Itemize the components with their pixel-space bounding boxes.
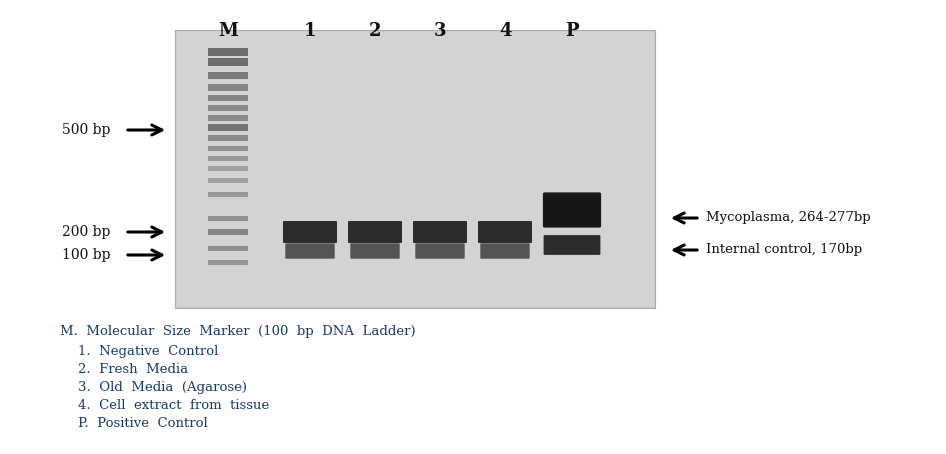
FancyBboxPatch shape [283,221,337,243]
Bar [177,32,653,306]
Bar [208,84,248,90]
Text: 1: 1 [304,22,316,40]
Text: 500 bp: 500 bp [61,123,110,137]
Bar [208,260,248,265]
Text: 100 bp: 100 bp [61,248,110,262]
FancyBboxPatch shape [478,221,532,243]
Text: 2: 2 [369,22,381,40]
Bar [208,105,248,111]
Text: Internal control, 170bp: Internal control, 170bp [706,243,862,257]
Bar [208,192,248,197]
FancyBboxPatch shape [481,243,530,259]
FancyBboxPatch shape [544,235,601,255]
Bar [208,123,248,130]
Bar [208,178,248,183]
Text: 4.  Cell  extract  from  tissue: 4. Cell extract from tissue [78,399,270,412]
Bar [208,95,248,101]
Text: 2.  Fresh  Media: 2. Fresh Media [78,363,188,376]
Text: M.  Molecular  Size  Marker  (100  bp  DNA  Ladder): M. Molecular Size Marker (100 bp DNA Lad… [60,325,415,338]
Bar [208,48,248,56]
Bar [208,58,248,66]
FancyBboxPatch shape [543,192,601,227]
FancyBboxPatch shape [350,243,400,259]
Bar [208,145,248,150]
Text: 4: 4 [499,22,511,40]
Text: M: M [218,22,238,40]
Bar [208,166,248,171]
Text: 3.  Old  Media  (Agarose): 3. Old Media (Agarose) [78,381,247,394]
Text: P: P [565,22,579,40]
FancyBboxPatch shape [348,221,402,243]
Text: P.  Positive  Control: P. Positive Control [78,417,208,430]
Bar [208,246,248,251]
Bar [208,156,248,161]
Bar [208,229,248,235]
Bar [208,71,248,79]
Text: Mycoplasma, 264-277bp: Mycoplasma, 264-277bp [706,212,870,224]
Text: 200 bp: 200 bp [61,225,110,239]
Bar [208,115,248,121]
Text: 3: 3 [434,22,447,40]
Text: 1.  Negative  Control: 1. Negative Control [78,345,219,358]
Bar [208,216,248,221]
FancyBboxPatch shape [286,243,335,259]
Bar [208,135,248,141]
FancyBboxPatch shape [415,243,464,259]
FancyBboxPatch shape [413,221,467,243]
Bar [175,30,655,308]
